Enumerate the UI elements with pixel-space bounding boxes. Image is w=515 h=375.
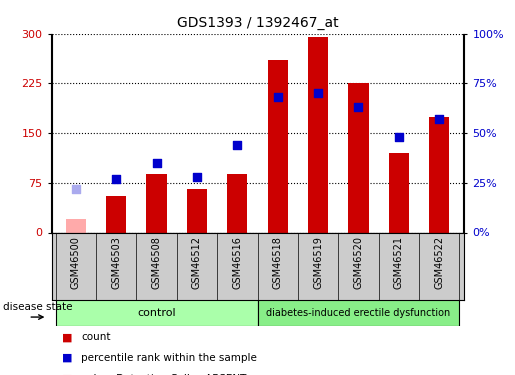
Point [354,104,363,110]
Point [152,160,161,166]
Bar [348,84,369,232]
Text: disease state: disease state [3,302,72,312]
Text: value, Detection Call = ABSENT: value, Detection Call = ABSENT [81,374,247,375]
Text: ■: ■ [62,353,72,363]
Text: GSM46520: GSM46520 [353,236,364,289]
Bar [56,300,258,326]
Text: GSM46512: GSM46512 [192,236,202,289]
Bar [308,37,328,232]
Bar [227,174,247,232]
Text: ■: ■ [62,374,72,375]
Text: GSM46519: GSM46519 [313,236,323,289]
Bar [389,153,409,232]
Bar [429,117,450,232]
Text: GSM46500: GSM46500 [71,236,81,289]
Point [193,174,201,180]
Text: GSM46521: GSM46521 [394,236,404,289]
Point [112,176,120,182]
Text: percentile rank within the sample: percentile rank within the sample [81,353,258,363]
Bar [146,174,167,232]
Text: GSM46503: GSM46503 [111,236,121,289]
Point [314,90,322,96]
Bar [187,189,207,232]
Point [72,186,80,192]
Point [395,134,403,140]
Title: GDS1393 / 1392467_at: GDS1393 / 1392467_at [177,16,338,30]
Point [435,116,443,122]
Point [273,94,282,100]
Text: GSM46522: GSM46522 [434,236,444,289]
Text: GSM46518: GSM46518 [273,236,283,289]
Text: control: control [137,308,176,318]
Bar [106,196,126,232]
Text: GSM46508: GSM46508 [151,236,162,289]
Text: ■: ■ [62,333,72,342]
Bar [268,60,288,232]
Text: count: count [81,333,111,342]
Text: diabetes-induced erectile dysfunction: diabetes-induced erectile dysfunction [266,308,451,318]
Bar [258,300,459,326]
Text: GSM46516: GSM46516 [232,236,242,289]
Point [233,142,242,148]
Bar [65,219,86,232]
